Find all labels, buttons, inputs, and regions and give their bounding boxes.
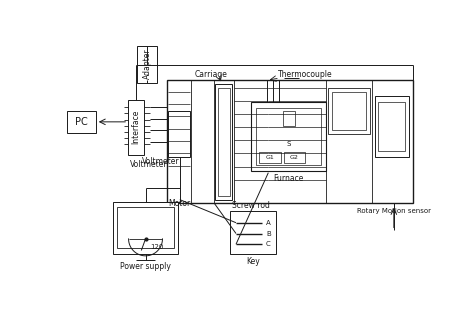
Bar xyxy=(332,92,366,130)
Text: S: S xyxy=(287,141,291,147)
Bar xyxy=(259,152,281,163)
Bar xyxy=(328,88,370,134)
Text: A: A xyxy=(266,220,271,226)
Text: Screw rod: Screw rod xyxy=(232,201,270,210)
Text: Motor: Motor xyxy=(168,199,190,208)
Bar xyxy=(66,111,96,133)
Bar xyxy=(284,152,305,163)
Text: Rotary Motion sensor: Rotary Motion sensor xyxy=(357,208,431,214)
Bar xyxy=(128,100,144,155)
Bar xyxy=(283,111,295,126)
Text: Interface: Interface xyxy=(131,110,140,144)
Bar xyxy=(215,84,232,200)
Text: PC: PC xyxy=(75,117,88,127)
Text: C: C xyxy=(266,241,271,247)
Text: 120: 120 xyxy=(150,244,164,250)
Bar xyxy=(218,88,230,196)
Bar xyxy=(378,102,405,151)
Text: Key: Key xyxy=(246,257,260,266)
Text: B: B xyxy=(266,230,271,236)
Text: Voltmeter: Voltmeter xyxy=(142,157,179,166)
Bar xyxy=(167,80,413,204)
Text: Carriage: Carriage xyxy=(195,70,228,79)
Bar xyxy=(256,108,321,165)
Bar xyxy=(168,111,190,157)
Bar xyxy=(374,96,409,157)
Text: Furnace: Furnace xyxy=(273,174,304,183)
Bar xyxy=(113,202,178,254)
Text: Voltmeter: Voltmeter xyxy=(130,161,168,169)
Bar xyxy=(137,46,157,82)
Text: G2: G2 xyxy=(290,155,299,160)
Bar xyxy=(230,211,276,253)
Text: Power supply: Power supply xyxy=(120,262,171,271)
Text: Adapter: Adapter xyxy=(143,49,152,79)
Bar xyxy=(117,207,174,248)
Text: G1: G1 xyxy=(265,155,274,160)
Bar xyxy=(251,102,326,171)
Text: Thermocouple: Thermocouple xyxy=(278,70,333,79)
